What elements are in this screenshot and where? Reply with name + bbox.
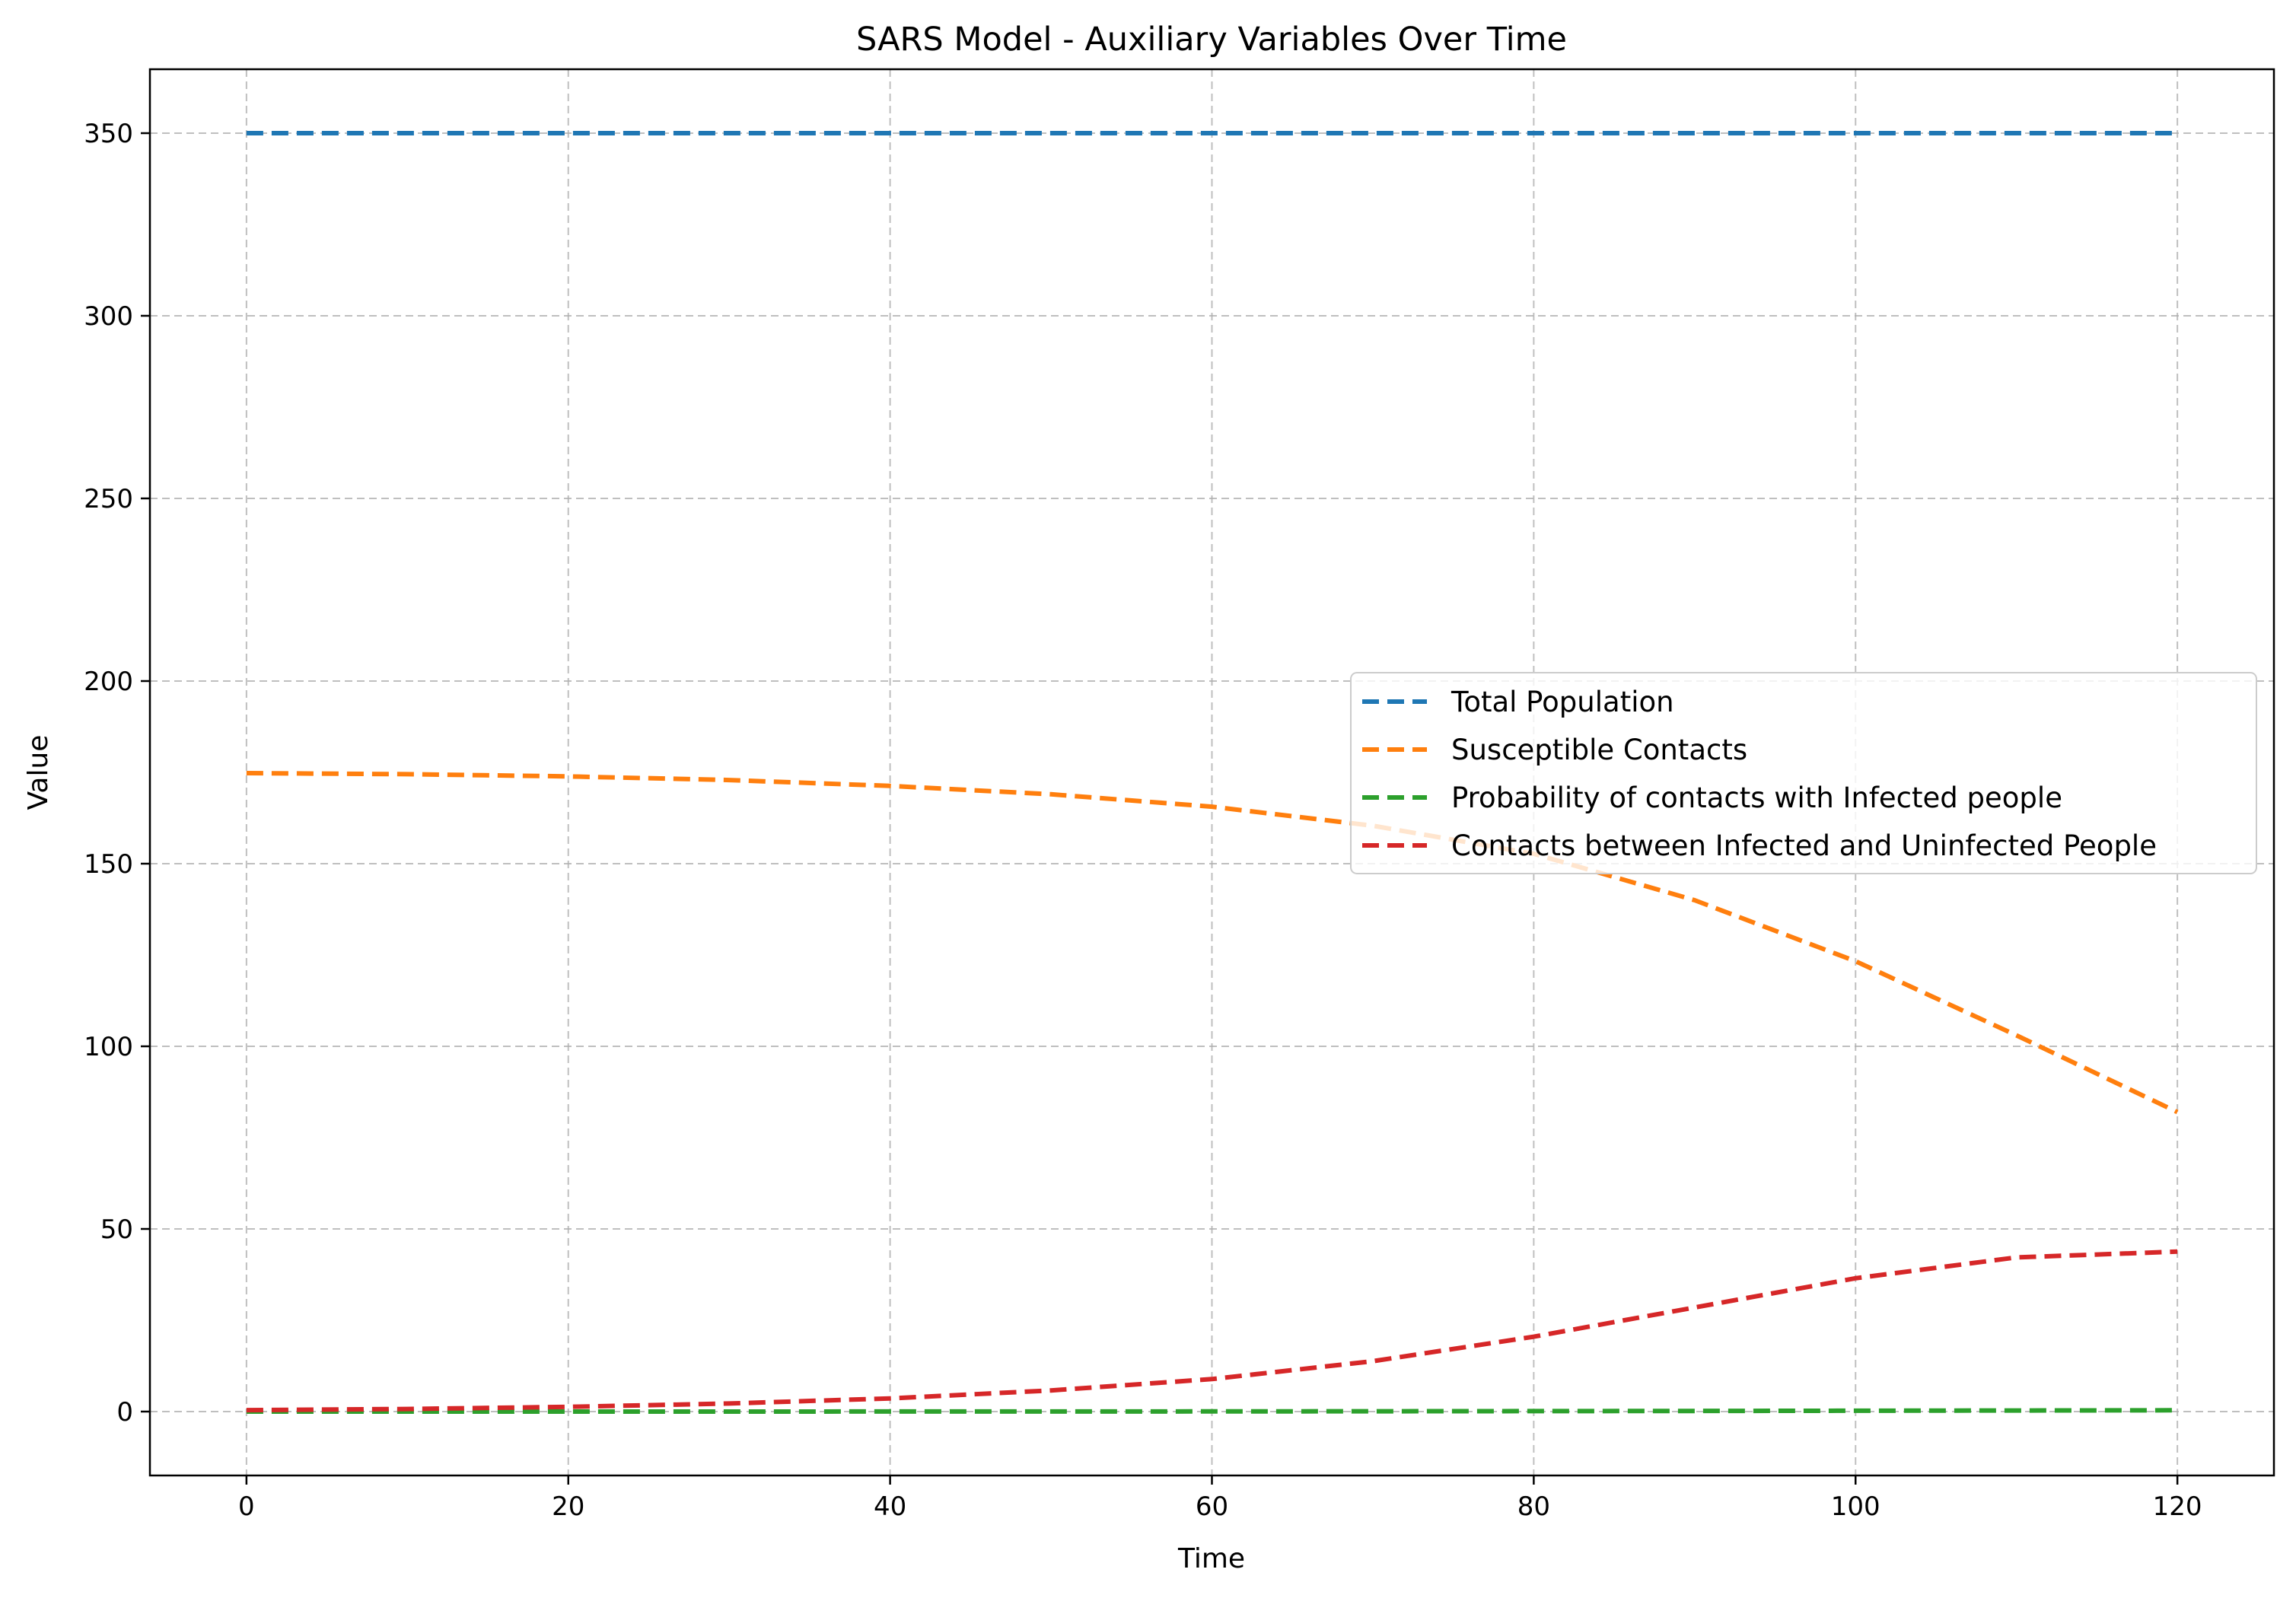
legend-label-2: Susceptible Contacts xyxy=(1451,734,1747,766)
x-tick-label: 40 xyxy=(874,1491,906,1522)
tick-layer: 0 20 40 60 80 100 120 0 50 100 150 200 250 300 350 xyxy=(84,119,2202,1522)
series-line-4 xyxy=(246,1249,2178,1413)
y-tick-label: 50 xyxy=(100,1214,133,1245)
series-layer xyxy=(246,131,2179,1414)
x-tick-label: 0 xyxy=(238,1491,255,1522)
legend: Total Population Susceptible Contacts Prob… xyxy=(1350,672,2257,874)
y-tick-label: 200 xyxy=(84,667,133,697)
y-tick-label: 100 xyxy=(84,1032,133,1062)
y-tick-label: 0 xyxy=(116,1397,133,1428)
series-line-2 xyxy=(246,771,2179,1115)
y-tick-label: 150 xyxy=(84,849,133,880)
legend-box xyxy=(1350,672,2257,874)
legend-label-3: Probability of contacts with Infected pe… xyxy=(1451,781,2062,814)
x-tick-label: 20 xyxy=(552,1491,584,1522)
y-tick-label: 350 xyxy=(84,119,133,149)
y-tick-label: 250 xyxy=(84,484,133,514)
legend-label-4: Contacts between Infected and Uninfected… xyxy=(1451,829,2157,862)
x-tick-label: 60 xyxy=(1196,1491,1228,1522)
y-tick-label: 300 xyxy=(84,301,133,332)
x-tick-label: 120 xyxy=(2153,1491,2202,1522)
x-axis-label: Time xyxy=(1177,1543,1245,1574)
x-tick-label: 80 xyxy=(1517,1491,1550,1522)
series-line-3 xyxy=(246,1408,2178,1414)
chart-title: SARS Model - Auxiliary Variables Over Ti… xyxy=(856,21,1567,59)
x-tick-label: 100 xyxy=(1831,1491,1880,1522)
y-axis-label: Value xyxy=(23,735,54,810)
legend-label-1: Total Population xyxy=(1451,686,1674,718)
